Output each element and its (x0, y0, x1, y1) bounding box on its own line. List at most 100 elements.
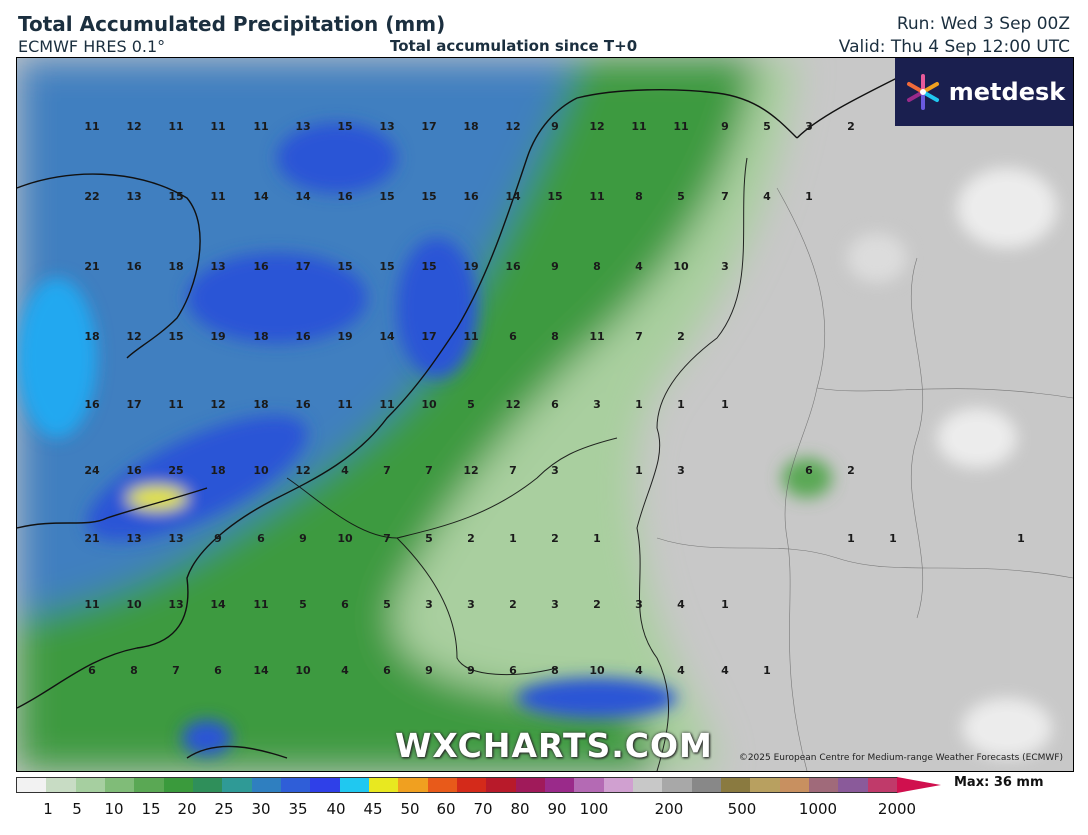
grid-value-label: 9 (467, 664, 475, 677)
grid-value-label: 7 (172, 664, 180, 677)
grid-value-label: 1 (1017, 532, 1025, 545)
grid-value-label: 6 (88, 664, 96, 677)
grid-value-label: 19 (210, 330, 225, 343)
grid-value-label: 3 (593, 398, 601, 411)
color-scale-step (104, 778, 135, 792)
color-scale-tick-label: 1 (43, 800, 53, 818)
grid-value-label: 19 (463, 260, 478, 273)
metdesk-logo-text: metdesk (948, 78, 1066, 106)
grid-value-label: 13 (168, 598, 183, 611)
color-scale-step (632, 778, 663, 792)
color-scale-step (17, 778, 47, 792)
color-scale-step (779, 778, 809, 792)
grid-value-label: 18 (253, 330, 268, 343)
grid-value-label: 4 (763, 190, 771, 203)
grid-value-label: 2 (847, 464, 855, 477)
copyright-notice: ©2025 European Centre for Medium-range W… (738, 753, 1063, 763)
color-scale-tick-label: 2000 (877, 800, 917, 818)
grid-value-label: 12 (210, 398, 225, 411)
grid-value-label: 10 (589, 664, 605, 677)
color-scale-step (544, 778, 575, 792)
grid-value-label: 2 (467, 532, 475, 545)
grid-value-label: 11 (210, 190, 225, 203)
grid-value-label: 6 (341, 598, 349, 611)
color-scale-step (515, 778, 545, 792)
grid-value-label: 12 (505, 120, 520, 133)
metdesk-logo: metdesk (895, 58, 1073, 126)
grid-value-label: 5 (383, 598, 391, 611)
grid-value-label: 12 (505, 398, 520, 411)
grid-value-label: 1 (805, 190, 813, 203)
color-scale-tick-label: 10 (104, 800, 124, 818)
grid-value-label: 15 (547, 190, 562, 203)
grid-value-label: 5 (299, 598, 307, 611)
grid-value-label: 14 (505, 190, 521, 203)
color-scale-tick-label: 40 (326, 800, 346, 818)
grid-value-label: 19 (337, 330, 352, 343)
grid-value-label: 4 (341, 464, 349, 477)
grid-value-label: 6 (551, 398, 559, 411)
color-scale-tick-label: 80 (510, 800, 530, 818)
grid-value-label: 7 (425, 464, 433, 477)
grid-value-label: 8 (551, 664, 559, 677)
grid-value-label: 11 (337, 398, 352, 411)
color-scale-step (456, 778, 487, 792)
color-scale-tick-label: 20 (177, 800, 197, 818)
wxcharts-watermark: WXCHARTS.COM (395, 726, 713, 765)
color-scale-step (398, 778, 428, 792)
model-label: ECMWF HRES 0.1° (18, 37, 166, 56)
grid-value-label: 2 (551, 532, 559, 545)
grid-value-label: 11 (84, 120, 99, 133)
color-scale-step (251, 778, 281, 792)
color-scale-step (720, 778, 751, 792)
grid-value-label: 14 (295, 190, 311, 203)
grid-value-label: 22 (84, 190, 99, 203)
grid-value-label: 11 (168, 398, 183, 411)
grid-value-label: 6 (383, 664, 391, 677)
grid-value-label: 5 (763, 120, 771, 133)
grid-value-label: 13 (126, 190, 141, 203)
color-scale-step (574, 778, 604, 792)
color-scale-step (339, 778, 369, 792)
grid-value-label: 5 (467, 398, 475, 411)
grid-value-label: 1 (509, 532, 517, 545)
grid-value-label: 4 (341, 664, 349, 677)
grid-value-label: 1 (635, 464, 643, 477)
grid-value-label: 10 (295, 664, 311, 677)
grid-value-label: 3 (551, 598, 559, 611)
grid-value-label: 7 (721, 190, 729, 203)
color-scale-tick-label: 25 (214, 800, 234, 818)
grid-value-label: 10 (421, 398, 437, 411)
grid-value-label: 17 (421, 330, 436, 343)
color-scale-step (222, 778, 252, 792)
grid-value-label: 7 (635, 330, 643, 343)
grid-value-label: 1 (635, 398, 643, 411)
grid-value-label: 16 (126, 464, 142, 477)
grid-value-label: 11 (84, 598, 99, 611)
grid-value-label: 24 (84, 464, 100, 477)
precipitation-map[interactable]: 11 12 11 11 11 13 15 13 17 18 12 9 12 11 11 9 5 3 2 22 13 15 1… (16, 57, 1074, 772)
grid-values: 11 12 11 11 11 13 15 13 17 18 12 9 12 11 11 9 5 3 222 13 15 1… (84, 120, 1024, 677)
grid-value-label: 7 (383, 532, 391, 545)
grid-value-label: 13 (295, 120, 310, 133)
grid-value-label: 5 (425, 532, 433, 545)
coastlines (17, 77, 898, 759)
grid-value-label: 8 (551, 330, 559, 343)
grid-value-label: 11 (673, 120, 688, 133)
color-scale-tick-label: 30 (251, 800, 271, 818)
grid-value-label: 15 (168, 330, 183, 343)
grid-value-label: 16 (463, 190, 479, 203)
color-scale-step (691, 778, 721, 792)
color-scale-step (368, 778, 399, 792)
color-scale-tick-label: 35 (288, 800, 308, 818)
grid-value-label: 18 (168, 260, 183, 273)
grid-value-label: 10 (126, 598, 142, 611)
grid-value-label: 2 (593, 598, 601, 611)
grid-value-label: 9 (214, 532, 222, 545)
grid-value-label: 14 (253, 664, 269, 677)
grid-value-label: 1 (721, 398, 729, 411)
country-borders (286, 157, 748, 771)
grid-value-label: 7 (383, 464, 391, 477)
grid-value-label: 4 (635, 664, 643, 677)
metdesk-star-icon (903, 72, 943, 112)
